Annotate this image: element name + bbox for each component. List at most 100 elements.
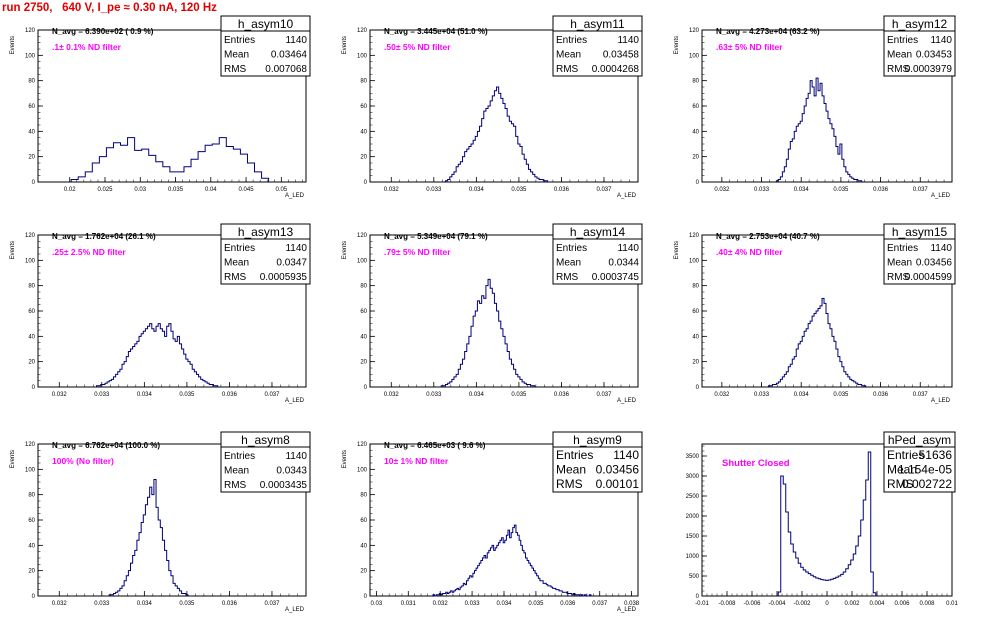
x-tick-label: 0.03 bbox=[371, 601, 383, 607]
stats-rms-value: 0.002722 bbox=[902, 477, 952, 491]
y-tick-label: 3500 bbox=[686, 454, 700, 460]
x-tick-label: 0.01 bbox=[946, 601, 958, 607]
x-tick-label: 0.006 bbox=[894, 601, 910, 607]
x-tick-label: 0.037 bbox=[913, 392, 929, 398]
stats-rms-label: RMS bbox=[224, 272, 247, 283]
y-tick-label: 0 bbox=[696, 180, 700, 186]
x-tick-label: 0.037 bbox=[264, 601, 280, 607]
x-tick-label: 0 bbox=[825, 601, 829, 607]
stats-entries-label: Entries bbox=[887, 35, 918, 46]
y-tick-label: 60 bbox=[360, 309, 367, 315]
filter-label: .63± 5% ND filter bbox=[716, 42, 783, 52]
x-tick-label: 0.035 bbox=[179, 392, 195, 398]
y-tick-label: 0 bbox=[696, 385, 700, 391]
histogram-panel-h_asym10: 0 20 40 60 80 100 120 0.02 0.025 0.03 0.035 0.04 0.0… bbox=[10, 15, 311, 199]
stats-rms-value: 0.0003745 bbox=[592, 272, 640, 283]
x-tick-label: -0.002 bbox=[793, 601, 811, 607]
y-tick-label: 3000 bbox=[686, 474, 700, 480]
x-tick-label: -0.01 bbox=[695, 601, 709, 607]
stats-mean-label: Mean bbox=[224, 50, 249, 61]
histogram-series bbox=[777, 451, 879, 597]
stats-mean-value: 0.03456 bbox=[916, 258, 953, 269]
histogram-panel-h_asym14: 0 20 40 60 80 100 120 0.032 0.033 0.034 0.035 0.036… bbox=[342, 223, 643, 404]
n-avg-label: N_avg = 6.465e+03 ( 9.6 %) bbox=[384, 441, 486, 450]
y-axis-label: Events bbox=[10, 450, 16, 468]
y-axis-label: Events bbox=[674, 241, 680, 259]
y-tick-label: 100 bbox=[25, 258, 36, 264]
stats-mean-value: 0.03464 bbox=[271, 50, 308, 61]
y-tick-label: 40 bbox=[692, 334, 699, 340]
y-axis-label: Events bbox=[674, 36, 680, 54]
x-axis-label: A_LED bbox=[931, 193, 951, 199]
stats-mean-label: Mean bbox=[224, 258, 249, 269]
x-tick-label: 0.008 bbox=[919, 601, 935, 607]
x-tick-label: 0.036 bbox=[554, 187, 570, 193]
x-tick-label: 0.033 bbox=[94, 392, 110, 398]
n-avg-label: N_avg = 1.762e+04 (26.1 %) bbox=[52, 232, 156, 241]
stats-entries-value: 1140 bbox=[285, 35, 307, 46]
stats-rms-value: 0.0004599 bbox=[905, 272, 953, 283]
y-tick-label: 60 bbox=[28, 309, 35, 315]
y-tick-label: 80 bbox=[692, 79, 699, 85]
histogram-panel-h_asym15: 0 20 40 60 80 100 120 0.032 0.033 0.034 0.035 0.036… bbox=[674, 223, 956, 404]
stats-box-frame bbox=[220, 223, 311, 285]
y-tick-label: 40 bbox=[28, 543, 35, 549]
y-tick-label: 80 bbox=[28, 79, 35, 85]
stats-title: h_asym14 bbox=[570, 225, 626, 239]
stats-title: h_asym10 bbox=[238, 17, 294, 31]
x-tick-label: 0.037 bbox=[596, 392, 612, 398]
histogram-series bbox=[70, 137, 270, 182]
x-tick-label: 0.03 bbox=[134, 187, 146, 193]
filter-label: .1± 0.1% ND filter bbox=[52, 42, 122, 52]
stats-mean-value: 0.0347 bbox=[276, 258, 307, 269]
x-tick-label: 0.034 bbox=[794, 187, 810, 193]
y-tick-label: 100 bbox=[25, 53, 36, 59]
x-axis-label: A_LED bbox=[617, 398, 637, 404]
y-tick-label: 100 bbox=[357, 467, 368, 473]
x-tick-label: 0.033 bbox=[426, 187, 442, 193]
stats-title: hPed_asym bbox=[888, 433, 951, 447]
stats-mean-label: Mean bbox=[556, 50, 581, 61]
n-avg-label: N_avg = 2.753e+04 (40.7 %) bbox=[716, 232, 820, 241]
stats-box: h_asym11 Entries 1140 Mean 0.03458 RMS 0.00042… bbox=[552, 15, 643, 77]
n-avg-label: N_avg = 6.762e+04 (100.0 %) bbox=[52, 441, 160, 450]
filter-label: 10± 1% ND filter bbox=[384, 456, 449, 466]
x-tick-label: 0.004 bbox=[869, 601, 885, 607]
stats-box: h_asym10 Entries 1140 Mean 0.03464 RMS 0.00706… bbox=[220, 15, 311, 77]
y-tick-label: 20 bbox=[28, 360, 35, 366]
y-axis-label: Events bbox=[342, 241, 348, 259]
stats-rms-value: 0.0005935 bbox=[260, 272, 308, 283]
y-tick-label: 20 bbox=[692, 155, 699, 161]
y-tick-label: 120 bbox=[357, 442, 368, 448]
n-avg-label: N_avg = 6.390e+02 ( 0.9 %) bbox=[52, 27, 154, 36]
x-tick-label: 0.033 bbox=[754, 187, 770, 193]
histogram-panel-h_asym12: 0 20 40 60 80 100 120 0.032 0.033 0.034 0.035 0.036… bbox=[674, 15, 956, 199]
n-avg-label: N_avg = 4.273e+04 (63.2 %) bbox=[716, 27, 820, 36]
stats-entries-label: Entries bbox=[224, 243, 255, 254]
x-tick-label: 0.02 bbox=[64, 187, 76, 193]
y-tick-label: 20 bbox=[360, 155, 367, 161]
x-tick-label: 0.025 bbox=[97, 187, 113, 193]
x-tick-label: 0.032 bbox=[384, 392, 400, 398]
x-tick-label: -0.006 bbox=[743, 601, 761, 607]
y-tick-label: 60 bbox=[692, 104, 699, 110]
stats-mean-value: 0.03458 bbox=[603, 50, 640, 61]
y-tick-label: 20 bbox=[360, 360, 367, 366]
x-tick-label: 0.033 bbox=[754, 392, 770, 398]
x-tick-label: 0.035 bbox=[511, 187, 527, 193]
stats-entries-value: 1140 bbox=[930, 243, 952, 254]
y-tick-label: 60 bbox=[360, 104, 367, 110]
histogram-series bbox=[432, 524, 592, 597]
x-tick-label: 0.037 bbox=[264, 392, 280, 398]
stats-rms-value: 0.0003435 bbox=[260, 480, 308, 491]
y-axis-label: Events bbox=[342, 450, 348, 468]
histogram-series bbox=[440, 278, 536, 387]
y-tick-label: 40 bbox=[360, 129, 367, 135]
stats-title: h_asym13 bbox=[238, 225, 294, 239]
x-tick-label: 0.033 bbox=[426, 392, 442, 398]
y-tick-label: 20 bbox=[692, 360, 699, 366]
stats-entries-value: 1140 bbox=[285, 451, 307, 462]
y-tick-label: 120 bbox=[25, 28, 36, 34]
stats-rms-label: RMS bbox=[224, 64, 247, 75]
